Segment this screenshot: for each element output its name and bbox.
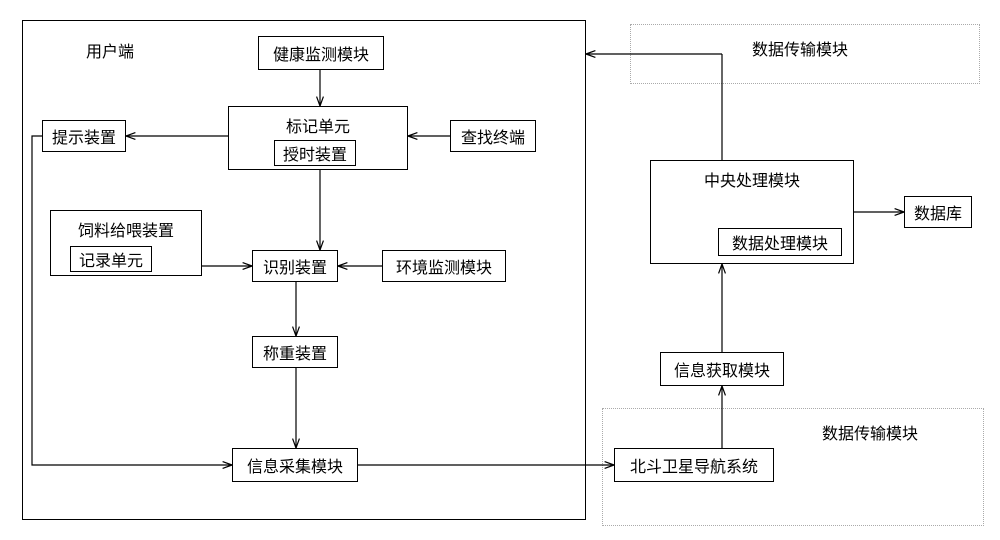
node-info_acquire: 信息获取模块 (660, 352, 784, 386)
node-search_terminal-label: 查找终端 (461, 124, 525, 148)
node-record_unit: 记录单元 (70, 246, 152, 272)
node-weigh_device-label: 称重装置 (263, 340, 327, 364)
node-beidou: 北斗卫星导航系统 (614, 448, 774, 482)
label-dtm_top_label: 数据传输模块 (752, 36, 848, 60)
node-prompt_device-label: 提示装置 (52, 124, 116, 148)
node-info_acquire-label: 信息获取模块 (674, 357, 770, 381)
node-recog_device: 识别装置 (252, 250, 338, 282)
node-search_terminal: 查找终端 (450, 120, 536, 152)
label-client_label: 用户端 (86, 38, 134, 62)
node-database-label: 数据库 (914, 200, 962, 224)
node-central_proc-label: 中央处理模块 (704, 167, 800, 191)
label-dtm_bottom_label-text: 数据传输模块 (822, 426, 918, 443)
node-prompt_device: 提示装置 (42, 120, 126, 152)
node-info_collect-label: 信息采集模块 (247, 453, 343, 477)
node-data_proc: 数据处理模块 (718, 228, 842, 256)
node-database: 数据库 (904, 196, 972, 228)
label-client_label-text: 用户端 (86, 44, 134, 61)
node-info_collect: 信息采集模块 (232, 448, 358, 482)
node-mark_unit-label: 标记单元 (286, 113, 350, 137)
node-data_proc-label: 数据处理模块 (732, 230, 828, 254)
node-record_unit-label: 记录单元 (79, 247, 143, 271)
node-timing_device-label: 授时装置 (283, 141, 347, 165)
node-beidou-label: 北斗卫星导航系统 (630, 453, 758, 477)
node-timing_device: 授时装置 (274, 140, 356, 166)
node-health_monitor: 健康监测模块 (258, 36, 384, 70)
node-feed_device-label: 饲料给喂装置 (78, 217, 174, 241)
node-recog_device-label: 识别装置 (263, 254, 327, 278)
node-env_monitor: 环境监测模块 (382, 250, 506, 282)
node-weigh_device: 称重装置 (252, 336, 338, 368)
label-dtm_bottom_label: 数据传输模块 (822, 420, 918, 444)
node-env_monitor-label: 环境监测模块 (396, 254, 492, 278)
label-dtm_top_label-text: 数据传输模块 (752, 42, 848, 59)
node-health_monitor-label: 健康监测模块 (273, 41, 369, 65)
